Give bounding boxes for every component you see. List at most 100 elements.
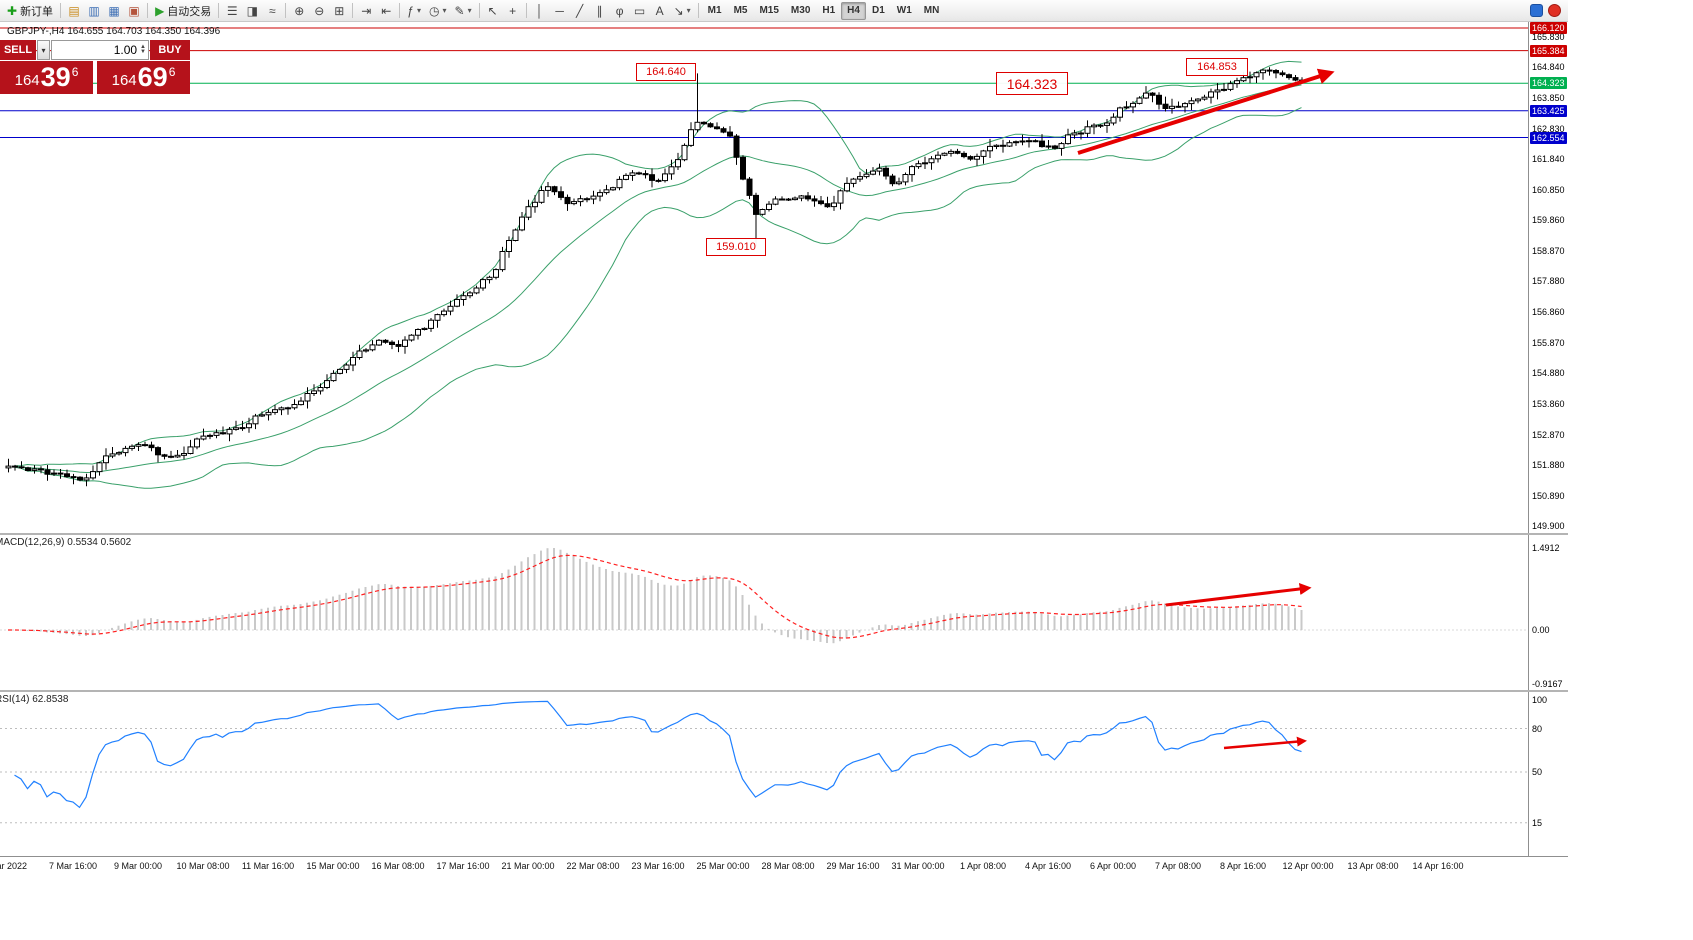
- timeframe-h4-button[interactable]: H4: [841, 1, 866, 20]
- templates-button[interactable]: ✎ ▾: [451, 2, 476, 20]
- timeframe-w1-button[interactable]: W1: [896, 5, 912, 16]
- indicators-button: ƒ: [407, 3, 414, 18]
- market-watch-icon[interactable]: ▤: [64, 2, 84, 20]
- tile-windows-icon[interactable]: ⊞: [329, 2, 349, 20]
- sell-button-label: SELL: [3, 44, 33, 56]
- terminal-icon: ▣: [128, 3, 140, 18]
- bar-chart-icon: ☰: [226, 3, 238, 18]
- candlestick-chart-icon[interactable]: ◨: [242, 2, 262, 20]
- main-toolbar: ✚ 新订单 ▤ ▥ ▦ ▣ ▶ 自动交易 ☰ ◨ ≈ ⊕ ⊖ ⊞ ⇥ ⇤ ƒ ▾ ◷ ▾ ✎ ▾ ↖ + │ ─ ╱ ∥ φ ▭ A ↘ ▾ M1…: [0, 0, 1568, 22]
- zoom-out-icon[interactable]: ⊖: [309, 2, 329, 20]
- bar-chart-icon[interactable]: ☰: [222, 2, 242, 20]
- price-axis-label: 150.890: [1532, 490, 1565, 501]
- lot-increase-button[interactable]: ▲: [140, 44, 146, 50]
- search-icon[interactable]: [1530, 4, 1543, 17]
- price-axis-label: 163.850: [1532, 92, 1565, 103]
- toolbar-separator: [525, 3, 527, 18]
- price-annotation-label: 159.010: [706, 238, 766, 256]
- price-axis-label: 155.870: [1532, 337, 1565, 348]
- shapes-icon[interactable]: ▭: [630, 2, 650, 20]
- new-order-button[interactable]: ✚ 新订单: [3, 2, 57, 20]
- buy-price-point: 6: [168, 65, 176, 79]
- chart-area: 166.120 165.830 165.384 164.840 164.323 163.8…: [0, 0, 1568, 940]
- indicators-button[interactable]: ƒ ▾: [403, 2, 425, 20]
- lot-decrease-button[interactable]: ▼: [140, 49, 146, 55]
- time-axis-label: 9 Mar 00:00: [113, 861, 163, 871]
- channel-icon[interactable]: ∥: [590, 2, 610, 20]
- price-axis-label: 163.425: [1530, 104, 1567, 117]
- time-axis-label: 6 Apr 00:00: [1089, 861, 1137, 871]
- rsi-indicator-canvas[interactable]: [0, 692, 1528, 856]
- buy-price-pips: 69: [137, 62, 168, 92]
- time-axis-label: 11 Mar 16:00: [241, 861, 295, 871]
- time-axis-label: 25 Mar 00:00: [696, 861, 750, 871]
- autotrading-button[interactable]: ▶ 自动交易: [151, 2, 215, 20]
- notification-icon[interactable]: [1548, 4, 1561, 17]
- timeframe-d1-button[interactable]: D1: [871, 5, 885, 16]
- time-axis-label: 29 Mar 16:00: [826, 861, 880, 871]
- chart-shift-icon: ⇤: [381, 3, 392, 18]
- crosshair-icon[interactable]: +: [503, 2, 523, 20]
- one-click-trading-panel: SELL ▾ 1.00 ▲ ▼ BUY 164: [0, 40, 190, 94]
- price-axis: 166.120 165.830 165.384 164.840 164.323 163.8…: [1529, 0, 1568, 940]
- vertical-line-icon[interactable]: │: [530, 2, 550, 20]
- price-axis-label: 166.120: [1530, 22, 1567, 34]
- price-axis-label: 162.830: [1532, 124, 1565, 134]
- new-order-icon: ✚: [7, 3, 18, 18]
- rsi-window-separator[interactable]: [0, 690, 1568, 692]
- channel-icon: ∥: [596, 3, 603, 18]
- data-window-icon[interactable]: ▥: [84, 2, 104, 20]
- templates-button: ✎: [454, 3, 465, 18]
- cursor-icon[interactable]: ↖: [483, 2, 503, 20]
- main-chart-canvas[interactable]: [0, 22, 1528, 533]
- crosshair-icon: +: [509, 3, 517, 18]
- zoom-in-icon[interactable]: ⊕: [289, 2, 309, 20]
- timeframe-m15-button[interactable]: M15: [759, 5, 779, 16]
- time-axis-label: Mar 2022: [0, 861, 28, 871]
- auto-scroll-icon[interactable]: ⇥: [356, 2, 376, 20]
- time-axis-label: 7 Apr 08:00: [1154, 861, 1202, 871]
- buy-price-button[interactable]: 164 69 6: [97, 61, 190, 94]
- time-axis-label: 10 Mar 08:00: [176, 861, 230, 871]
- shapes-icon: ▭: [633, 3, 646, 18]
- price-axis-label: 160.850: [1532, 184, 1565, 195]
- periods-button[interactable]: ◷ ▾: [425, 2, 451, 20]
- terminal-icon[interactable]: ▣: [124, 2, 144, 20]
- timeframe-h1-button[interactable]: H1: [822, 5, 836, 16]
- toolbar-separator: [352, 3, 354, 18]
- price-axis-label: 149.900: [1532, 521, 1565, 531]
- arrows-icon[interactable]: ↘ ▾: [670, 2, 695, 20]
- macd-indicator-canvas[interactable]: [0, 535, 1528, 690]
- buy-button-label: BUY: [158, 44, 182, 56]
- timeframe-m30-button[interactable]: M30: [790, 5, 811, 16]
- new-order-button-label: 新订单: [20, 5, 54, 18]
- lot-size-input[interactable]: 1.00 ▲ ▼: [51, 40, 149, 60]
- timeframe-mn-button[interactable]: MN: [923, 5, 940, 16]
- navigator-icon[interactable]: ▦: [104, 2, 124, 20]
- toolbar-separator: [285, 3, 287, 18]
- line-chart-icon[interactable]: ≈: [262, 2, 282, 20]
- sell-price-button[interactable]: 164 39 6: [0, 61, 93, 94]
- autotrading-button-label: 自动交易: [167, 5, 212, 18]
- trendline-icon[interactable]: ╱: [570, 2, 590, 20]
- macd-window-separator[interactable]: [0, 533, 1568, 535]
- cursor-icon: ↖: [487, 3, 498, 18]
- chart-shift-icon[interactable]: ⇤: [376, 2, 396, 20]
- text-icon[interactable]: A: [650, 2, 670, 20]
- time-axis-label: 8 Apr 16:00: [1219, 861, 1267, 871]
- price-axis-label: 161.840: [1532, 154, 1565, 165]
- sell-price-whole: 164: [14, 72, 40, 89]
- rsi-axis-label: 50: [1532, 767, 1543, 777]
- timeframe-m1-button[interactable]: M1: [707, 5, 722, 16]
- toolbar-separator: [478, 3, 480, 18]
- time-axis-label: 4 Apr 16:00: [1024, 861, 1072, 871]
- sell-button[interactable]: SELL: [0, 40, 36, 60]
- buy-button[interactable]: BUY: [150, 40, 190, 60]
- price-annotation-label: 164.853: [1186, 58, 1248, 76]
- horizontal-line-icon[interactable]: ─: [550, 2, 570, 20]
- fibonacci-icon[interactable]: φ: [610, 2, 630, 20]
- macd-indicator-label: MACD(12,26,9) 0.5534 0.5602: [0, 537, 132, 548]
- timeframe-m5-button[interactable]: M5: [733, 5, 748, 16]
- order-type-dropdown[interactable]: ▾: [37, 40, 50, 60]
- price-axis-label: 156.860: [1532, 307, 1565, 318]
